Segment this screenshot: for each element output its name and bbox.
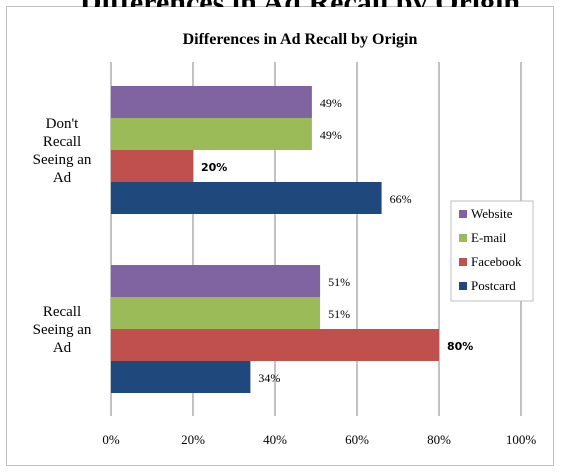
legend-swatch xyxy=(459,234,467,242)
category-label: Recall xyxy=(43,304,81,320)
legend-label: Facebook xyxy=(471,254,522,269)
category-label: Ad xyxy=(53,340,72,356)
data-label: 51% xyxy=(328,307,350,321)
x-tick-label: 40% xyxy=(263,432,287,447)
bar-postcard xyxy=(111,182,382,214)
bar-website xyxy=(111,86,312,118)
category-label: Seeing an xyxy=(33,152,92,168)
data-label: 80% xyxy=(447,340,473,353)
legend-swatch xyxy=(459,282,467,290)
category-labels: Don't Recall Seeing an Ad Recall Seeing an Ad xyxy=(33,116,92,356)
x-tick-labels: 0% 20% 40% 60% 80% 100% xyxy=(102,432,536,447)
data-label: 66% xyxy=(390,192,412,206)
x-tick-label: 100% xyxy=(506,432,537,447)
bar-postcard xyxy=(111,361,251,393)
heading-mask xyxy=(7,7,553,37)
legend: Website E-mail Facebook Postcard xyxy=(450,200,534,302)
category-label: Seeing an xyxy=(33,322,92,338)
chart-title: Differences in Ad Recall by Origin xyxy=(183,31,418,48)
x-tick-label: 60% xyxy=(345,432,369,447)
x-tick-label: 80% xyxy=(427,432,451,447)
bar-facebook xyxy=(111,150,193,182)
category-label: Ad xyxy=(53,170,72,186)
legend-swatch xyxy=(459,210,467,218)
x-tick-label: 20% xyxy=(181,432,205,447)
data-label: 49% xyxy=(320,128,342,142)
category-label: Don't xyxy=(46,116,80,132)
data-labels: 49% 49% 20% 66% 51% 51% 80% 34% xyxy=(201,96,473,385)
legend-label: Website xyxy=(471,206,513,221)
data-label: 49% xyxy=(320,96,342,110)
bar-website xyxy=(111,265,321,297)
bar-facebook xyxy=(111,329,439,361)
legend-label: E-mail xyxy=(471,230,507,245)
bar-email xyxy=(111,118,312,150)
data-label: 20% xyxy=(201,161,227,174)
bars xyxy=(111,86,439,393)
x-tick-label: 0% xyxy=(102,432,120,447)
legend-swatch xyxy=(459,258,467,266)
bar-email xyxy=(111,297,321,329)
data-label: 34% xyxy=(258,371,280,385)
data-label: 51% xyxy=(328,275,350,289)
legend-label: Postcard xyxy=(471,278,516,293)
category-label: Recall xyxy=(43,134,81,150)
